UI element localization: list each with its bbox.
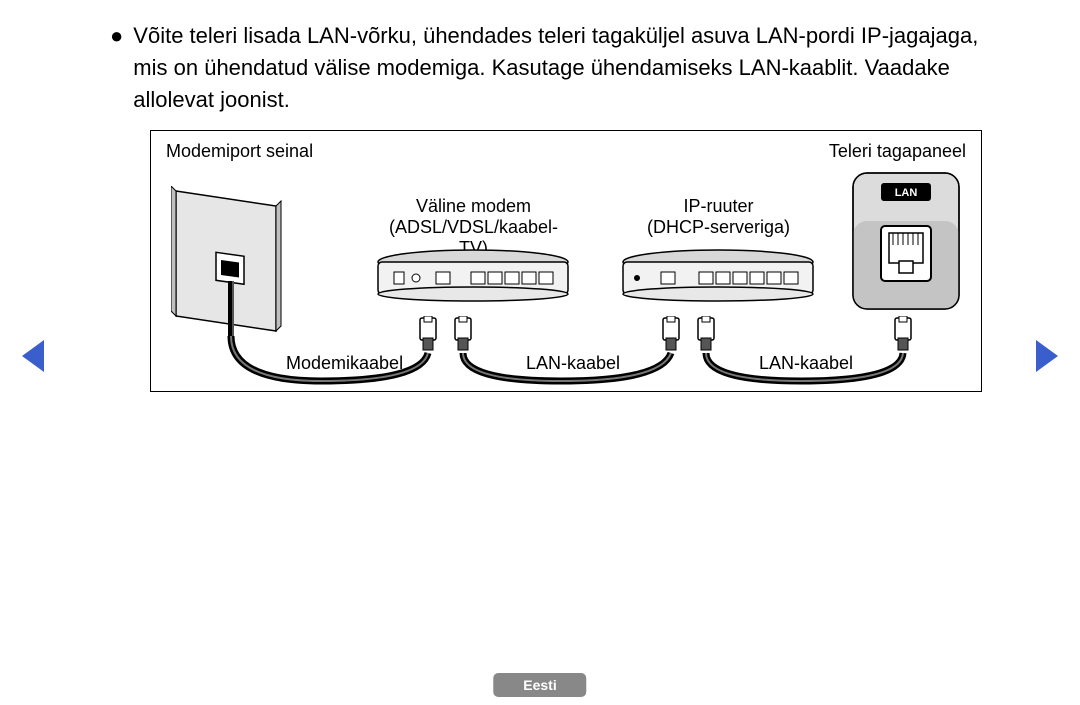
label-cable-lan2: LAN-kaabel bbox=[759, 353, 853, 374]
language-badge: Eesti bbox=[493, 673, 586, 697]
rj45-icon bbox=[417, 316, 439, 354]
label-wall-port: Modemiport seinal bbox=[166, 141, 313, 162]
rj45-icon bbox=[452, 316, 474, 354]
connection-diagram: Modemiport seinal Väline modem (ADSL/VDS… bbox=[150, 130, 982, 392]
label-cable-lan1: LAN-kaabel bbox=[526, 353, 620, 374]
rj45-icon bbox=[695, 316, 717, 354]
tv-backpanel-icon: LAN bbox=[851, 171, 961, 311]
modem-icon bbox=[376, 246, 571, 306]
router-icon bbox=[621, 246, 816, 306]
wall-port-icon bbox=[171, 186, 291, 336]
rj45-icon bbox=[892, 316, 914, 354]
label-router: IP-ruuter (DHCP-serveriga) bbox=[621, 196, 816, 238]
lan-port-label: LAN bbox=[895, 187, 918, 199]
nav-next-arrow-icon[interactable] bbox=[1036, 340, 1058, 372]
rj45-icon bbox=[660, 316, 682, 354]
body-text: ● Võite teleri lisada LAN-võrku, ühendad… bbox=[110, 20, 1000, 116]
paragraph-text: Võite teleri lisada LAN-võrku, ühendades… bbox=[133, 20, 1000, 116]
label-tv-panel: Teleri tagapaneel bbox=[826, 141, 966, 162]
label-cable-modem: Modemikaabel bbox=[286, 353, 403, 374]
bullet-icon: ● bbox=[110, 20, 123, 52]
nav-prev-arrow-icon[interactable] bbox=[22, 340, 44, 372]
